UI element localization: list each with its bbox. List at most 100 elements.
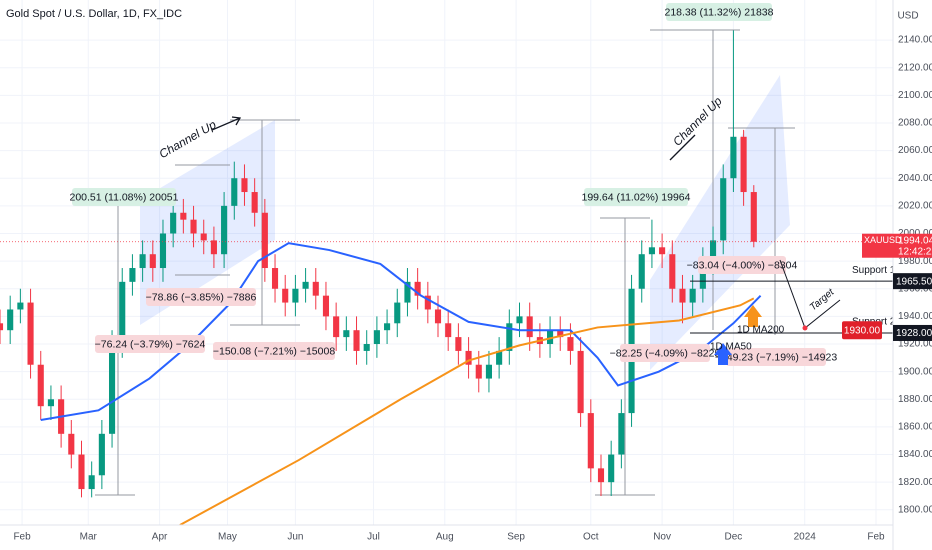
candle-body: [475, 364, 482, 379]
x-tick-label: May: [218, 532, 237, 543]
candle-body: [424, 295, 431, 310]
annotation-box: [620, 344, 710, 362]
candle-body: [618, 413, 625, 455]
arrow: [669, 134, 696, 161]
ma-label: 1D MA200: [737, 325, 785, 336]
candle-body: [129, 268, 136, 282]
x-tick-label: Dec: [725, 532, 743, 543]
candle-body: [638, 254, 645, 289]
annotation-box: [698, 256, 786, 274]
candle-body: [221, 205, 228, 255]
ma200-arrow: [744, 305, 762, 327]
candle-body: [261, 212, 268, 269]
candle-body: [190, 219, 197, 234]
candle-body: [516, 316, 523, 324]
y-tick-label: 1800.00: [898, 504, 932, 515]
annotation: 200.51 (11.08%) 20051: [70, 191, 179, 203]
candle-body: [730, 136, 737, 179]
x-tick-label: Feb: [13, 532, 31, 543]
annotation: −78.86 (−3.85%) −7886: [146, 291, 257, 303]
x-tick-label: Mar: [80, 532, 98, 543]
y-tick-label: 2080.00: [898, 118, 932, 129]
annotation: 199.64 (11.02%) 19964: [582, 191, 691, 203]
x-tick-label: 2024: [794, 532, 817, 543]
annotation-box: [95, 335, 205, 353]
candle-body: [557, 330, 564, 338]
y-tick-label: 2000.00: [898, 228, 932, 239]
candle-body: [373, 330, 380, 345]
candle-body: [302, 281, 309, 289]
candle-body: [241, 178, 248, 193]
annotation-box: [213, 342, 335, 360]
candle-body: [282, 288, 289, 303]
candle-body: [384, 323, 391, 331]
candle-body: [699, 261, 706, 289]
currency: USD: [897, 11, 918, 22]
candle-body: [394, 302, 401, 324]
axes: 1800.00 1820.00 1840.00 1860.00 1880.00 1900.…: [13, 35, 932, 543]
support-label: 1928.00: [896, 328, 932, 339]
support-name: Support 1: [852, 265, 896, 276]
candle-body: [0, 323, 4, 331]
x-tick-label: Aug: [436, 532, 454, 543]
candle-body: [363, 344, 370, 351]
candle-body: [251, 192, 258, 213]
support-box: [893, 324, 932, 341]
candle-body: [88, 475, 95, 490]
candle-body: [608, 454, 615, 483]
candle-body: [485, 364, 492, 379]
candle-body: [353, 330, 360, 351]
candle-body: [648, 247, 655, 255]
candle-body: [149, 254, 156, 269]
candle-body: [547, 330, 554, 345]
ma50-arrow: [714, 343, 732, 365]
candle-body: [170, 212, 177, 234]
candle-body: [210, 240, 217, 255]
candle-body: [455, 337, 462, 351]
annotation: 218.38 (11.32%) 21838: [665, 6, 774, 18]
candle-body: [78, 454, 85, 490]
price-box: [862, 233, 932, 258]
candle-body: [180, 212, 187, 220]
candle-body: [709, 240, 717, 262]
target-point: [802, 325, 808, 331]
candle-body: [292, 288, 299, 303]
candle-body: [679, 288, 686, 303]
y-tick-label: 1940.00: [898, 311, 932, 322]
candle-body: [343, 330, 350, 338]
annotation: −149.23 (−7.19%) −14923: [715, 351, 837, 363]
x-tick-label: Nov: [653, 532, 671, 543]
support-box: [893, 273, 932, 290]
annotation-box: [666, 3, 772, 21]
candle-body: [434, 309, 442, 324]
candle-body: [740, 136, 747, 193]
y-tick-label: 2040.00: [898, 173, 932, 184]
annotation: −76.24 (−3.79%) −7624: [95, 338, 206, 350]
y-tick-label: 2060.00: [898, 145, 932, 156]
candle-body: [27, 302, 34, 365]
arrow-head: [231, 116, 242, 126]
annotation-box: [72, 188, 176, 206]
annotation: −150.08 (−7.21%) −15008: [213, 345, 335, 357]
candle-body: [720, 178, 727, 241]
candle-body: [496, 350, 503, 365]
y-tick-label: 2020.00: [898, 200, 932, 211]
x-tick-label: Jul: [367, 532, 380, 543]
annotation: −83.04 (−4.00%) −8304: [687, 259, 798, 271]
candle-body: [98, 433, 105, 476]
candle-body: [108, 344, 116, 434]
candle-body: [7, 309, 14, 331]
y-tick-label: 1840.00: [898, 449, 932, 460]
candle-body: [312, 281, 319, 296]
candle-body: [200, 233, 207, 241]
y-tick-label: 2140.00: [898, 35, 932, 46]
candle-body: [404, 281, 411, 303]
annotation-box: [584, 188, 688, 206]
candle-body: [567, 337, 574, 351]
candle-body: [587, 413, 594, 469]
candle-body: [750, 192, 757, 242]
candle-body: [669, 254, 676, 289]
